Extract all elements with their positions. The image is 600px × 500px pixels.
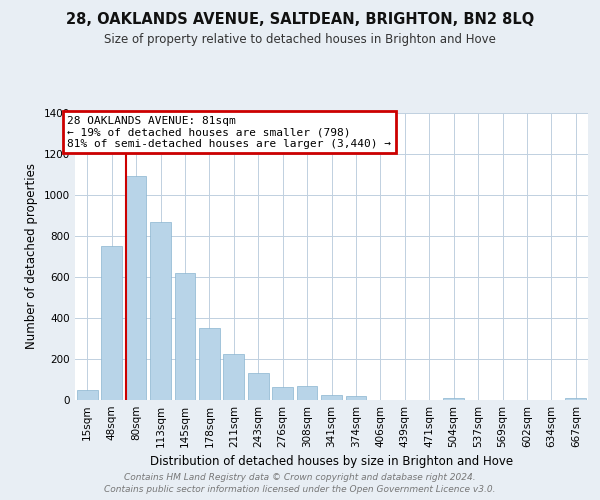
Bar (248, 374, 269, 400)
Text: 28 OAKLANDS AVENUE: 81sqm
← 19% of detached houses are smaller (798)
81% of semi: 28 OAKLANDS AVENUE: 81sqm ← 19% of detac… (67, 116, 391, 149)
X-axis label: Distribution of detached houses by size in Brighton and Hove: Distribution of detached houses by size … (150, 456, 513, 468)
Bar (272, 386, 293, 400)
Text: Contains public sector information licensed under the Open Government Licence v3: Contains public sector information licen… (104, 485, 496, 494)
Bar (346, 396, 367, 400)
Bar (321, 395, 342, 400)
Text: 28, OAKLANDS AVENUE, SALTDEAN, BRIGHTON, BN2 8LQ: 28, OAKLANDS AVENUE, SALTDEAN, BRIGHTON,… (66, 12, 534, 28)
Y-axis label: Number of detached properties: Number of detached properties (25, 163, 38, 350)
Bar (223, 354, 244, 400)
Bar (101, 246, 122, 400)
Bar (150, 222, 171, 400)
Bar (199, 328, 220, 400)
Text: Size of property relative to detached houses in Brighton and Hove: Size of property relative to detached ho… (104, 32, 496, 46)
Bar (443, 398, 464, 400)
Text: Contains HM Land Registry data © Crown copyright and database right 2024.: Contains HM Land Registry data © Crown c… (124, 472, 476, 482)
Bar (125, 176, 146, 400)
Bar (296, 386, 317, 400)
Bar (565, 398, 586, 400)
Bar (175, 272, 196, 400)
Bar (77, 390, 98, 400)
